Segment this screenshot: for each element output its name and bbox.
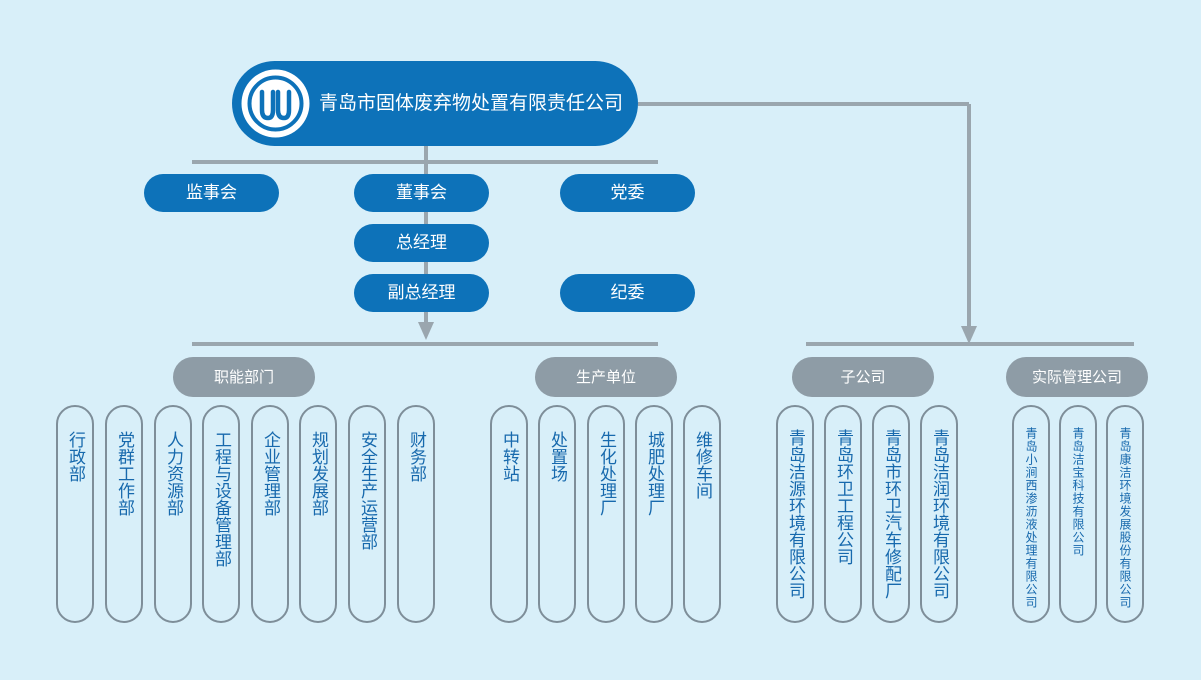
general-manager-node: 总经理 — [354, 224, 489, 262]
subsidiaries-header: 子公司 — [792, 357, 934, 397]
production-unit-box: 中转站 — [490, 405, 528, 623]
functional-dept-label: 财务部 — [406, 431, 426, 482]
functional-dept-box: 安全生产运营部 — [348, 405, 386, 623]
deputy-general-manager-node: 副总经理 — [354, 274, 489, 312]
functional-dept-label: 党群工作部 — [114, 431, 134, 516]
managed-company-box: 青岛洁宝科技有限公司 — [1059, 405, 1097, 623]
functional-dept-label: 工程与设备管理部 — [211, 431, 231, 567]
subsidiary-label: 青岛洁润环境有限公司 — [929, 429, 949, 599]
supervisory-board-node: 监事会 — [144, 174, 279, 212]
subsidiary-box: 青岛环卫工程公司 — [824, 405, 862, 623]
production-unit-label: 生化处理厂 — [596, 431, 616, 516]
managed-company-box: 青岛康洁环境发展股份有限公司 — [1106, 405, 1144, 623]
functional-dept-box: 财务部 — [397, 405, 435, 623]
production-unit-label: 中转站 — [499, 431, 519, 482]
subsidiary-box: 青岛洁源环境有限公司 — [776, 405, 814, 623]
subsidiary-label: 青岛洁源环境有限公司 — [785, 429, 805, 599]
managed-company-label: 青岛小涧西渗沥液处理有限公司 — [1024, 427, 1038, 609]
company-logo-icon — [241, 69, 310, 138]
functional-dept-label: 企业管理部 — [260, 431, 280, 516]
subsidiary-label: 青岛市环卫汽车修配厂 — [881, 429, 901, 599]
functional-dept-label: 人力资源部 — [163, 431, 183, 516]
production-units-header: 生产单位 — [535, 357, 677, 397]
managed-companies-header: 实际管理公司 — [1006, 357, 1148, 397]
functional-dept-box: 人力资源部 — [154, 405, 192, 623]
production-unit-label: 处置场 — [547, 431, 567, 482]
arrow-down-icon — [961, 326, 977, 344]
production-unit-box: 处置场 — [538, 405, 576, 623]
managed-company-box: 青岛小涧西渗沥液处理有限公司 — [1012, 405, 1050, 623]
production-unit-label: 维修车间 — [692, 431, 712, 499]
discipline-committee-node: 纪委 — [560, 274, 695, 312]
production-unit-box: 生化处理厂 — [587, 405, 625, 623]
arrow-down-icon — [418, 322, 434, 340]
production-unit-label: 城肥处理厂 — [644, 431, 664, 516]
functional-dept-label: 安全生产运营部 — [357, 431, 377, 550]
board-of-directors-node: 董事会 — [354, 174, 489, 212]
functional-dept-label: 规划发展部 — [308, 431, 328, 516]
subsidiary-box: 青岛洁润环境有限公司 — [920, 405, 958, 623]
functional-dept-box: 工程与设备管理部 — [202, 405, 240, 623]
functional-dept-label: 行政部 — [65, 431, 85, 482]
party-committee-node: 党委 — [560, 174, 695, 212]
functional-dept-box: 党群工作部 — [105, 405, 143, 623]
functional-dept-box: 行政部 — [56, 405, 94, 623]
managed-company-label: 青岛康洁环境发展股份有限公司 — [1118, 427, 1132, 609]
subsidiary-box: 青岛市环卫汽车修配厂 — [872, 405, 910, 623]
production-unit-box: 城肥处理厂 — [635, 405, 673, 623]
managed-company-label: 青岛洁宝科技有限公司 — [1071, 427, 1085, 557]
company-name: 青岛市固体废弃物处置有限责任公司 — [319, 92, 624, 114]
functional-dept-box: 规划发展部 — [299, 405, 337, 623]
production-unit-box: 维修车间 — [683, 405, 721, 623]
subsidiary-label: 青岛环卫工程公司 — [833, 429, 853, 565]
functional-departments-header: 职能部门 — [173, 357, 315, 397]
functional-dept-box: 企业管理部 — [251, 405, 289, 623]
company-header: 青岛市固体废弃物处置有限责任公司 — [232, 61, 638, 146]
